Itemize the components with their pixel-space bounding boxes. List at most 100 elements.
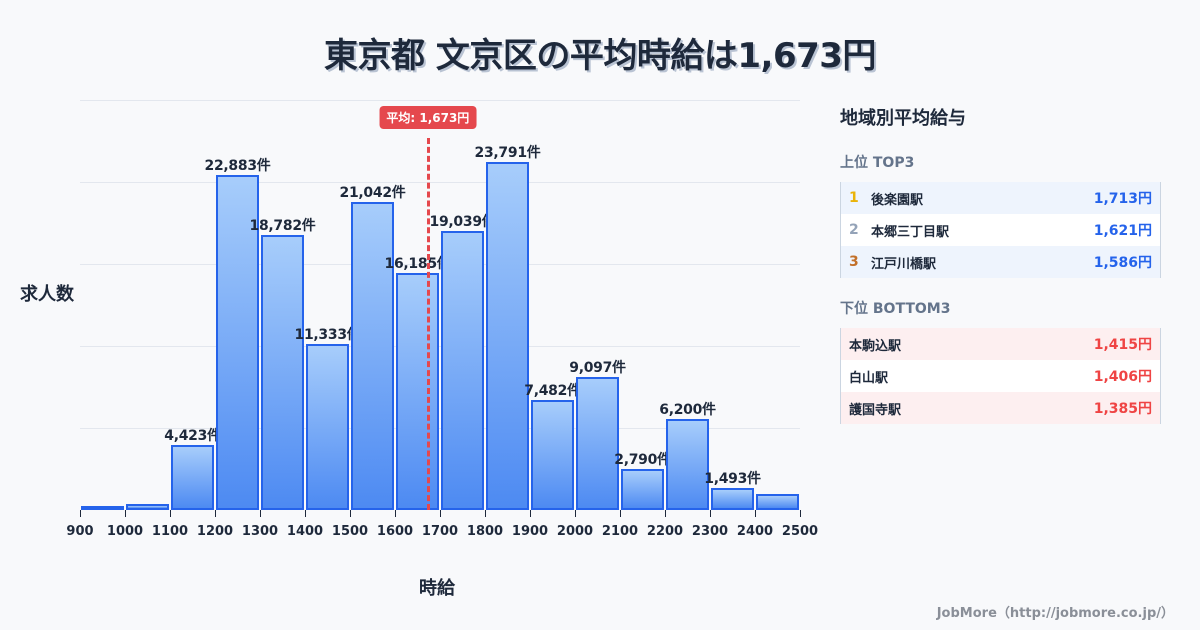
x-tick [575,510,576,517]
page-title: 東京都 文京区の平均時給は1,673円 [324,36,876,76]
histogram-bar [261,234,304,510]
average-badge: 平均: 1,673円 [379,106,477,129]
list-item: 白山駅 1,406円 [841,360,1160,392]
x-tick [80,510,81,517]
x-tick-label: 1800 [466,524,504,539]
gridline [80,346,800,347]
x-tick [530,510,531,517]
histogram-bar [171,445,214,510]
bar-value-label: 1,493件 [704,471,761,488]
station-name: 後楽園駅 [871,192,924,208]
histogram-bar [351,201,394,510]
x-tick-label: 2400 [736,524,774,539]
station-name: 江戸川橋駅 [871,256,937,272]
x-tick-label: 1200 [196,524,234,539]
station-name: 白山駅 [849,370,889,386]
station-wage: 1,406円 [1093,369,1152,385]
list-item: 本駒込駅 1,415円 [841,328,1160,360]
x-tick [215,510,216,517]
top3-heading: 上位 TOP3 [840,155,915,171]
x-tick [620,510,621,517]
bar-value-label: 16,185件 [384,256,451,272]
x-tick-label: 1000 [106,524,144,539]
histogram-bar [81,506,124,510]
x-tick-label: 1900 [511,524,549,539]
histogram-bar [396,273,439,510]
x-tick-label: 900 [66,524,94,539]
gridline [80,182,800,183]
bar-value-label: 21,042件 [339,184,406,201]
histogram-bar [216,174,259,510]
station-name: 本駒込駅 [849,338,902,354]
x-tick-label: 2300 [691,524,729,539]
x-tick-label: 2000 [556,524,594,539]
list-item: 1 後楽園駅 1,713円 [841,182,1160,214]
rank-number: 2 [849,222,859,238]
x-axis-label: 時給 [419,578,455,599]
x-tick [260,510,261,517]
x-tick-label: 1600 [376,524,414,539]
histogram-bar [126,504,169,510]
average-line [426,138,430,510]
bar-value-label: 7,482件 [524,383,581,400]
x-tick [800,510,801,517]
histogram-bar [486,161,529,510]
histogram-bar [621,469,664,510]
bar-value-label: 19,039件 [429,214,496,231]
station-name: 護国寺駅 [849,402,902,418]
histogram-bar [756,493,799,510]
rank-number: 1 [849,190,859,206]
x-tick [710,510,711,517]
bar-value-label: 23,791件 [474,144,541,161]
bar-value-label: 6,200件 [659,402,716,419]
x-tick [170,510,171,517]
station-wage: 1,385円 [1093,401,1152,417]
gridline [80,264,800,265]
station-wage: 1,621円 [1093,223,1152,239]
x-tick-label: 2500 [781,524,819,539]
station-wage: 1,586円 [1093,255,1152,271]
y-axis-label: 求人数 [20,284,74,305]
rank-number: 3 [849,254,859,270]
gridline [80,100,800,101]
x-tick-label: 2200 [646,524,684,539]
regional-salary-panel: 地域別平均給与 上位 TOP3 1 後楽園駅 1,713円 2 本郷三丁目駅 1… [840,100,1161,424]
bar-value-label: 2,790件 [614,452,671,469]
x-tick [305,510,306,517]
station-wage: 1,713円 [1093,191,1152,207]
x-tick [395,510,396,517]
x-tick-label: 1500 [331,524,369,539]
bar-value-label: 11,333件 [294,327,361,344]
x-tick [755,510,756,517]
station-name: 本郷三丁目駅 [871,224,950,240]
list-item: 3 江戸川橋駅 1,586円 [841,246,1160,278]
histogram-bar [531,400,574,510]
x-tick [125,510,126,517]
station-wage: 1,415円 [1093,337,1152,353]
x-tick [350,510,351,517]
x-tick-label: 1300 [241,524,279,539]
bar-value-label: 9,097件 [569,359,626,376]
x-tick [440,510,441,517]
histogram-bar [666,419,709,510]
list-item: 2 本郷三丁目駅 1,621円 [841,214,1160,246]
histogram-bar [576,376,619,510]
source-credit: JobMore（http://jobmore.co.jp/） [936,606,1174,621]
panel-title: 地域別平均給与 [840,108,966,129]
x-tick [485,510,486,517]
bar-value-label: 22,883件 [204,157,271,174]
x-tick-label: 1400 [286,524,324,539]
x-tick [665,510,666,517]
histogram-bar [306,344,349,510]
bar-value-label: 18,782件 [249,217,316,234]
histogram-bar [441,231,484,510]
x-tick-label: 1700 [421,524,459,539]
bottom3-list: 本駒込駅 1,415円 白山駅 1,406円 護国寺駅 1,385円 [840,328,1161,424]
list-item: 護国寺駅 1,385円 [841,392,1160,424]
histogram-plot: 4,423件 22,883件 18,782件 11,333件 21,042件 16,185… [66,100,818,539]
bottom3-heading: 下位 BOTTOM3 [840,301,951,317]
x-tick-label: 1100 [151,524,189,539]
bar-value-label: 4,423件 [164,428,221,445]
histogram-bar [711,488,754,510]
x-tick-label: 2100 [601,524,639,539]
